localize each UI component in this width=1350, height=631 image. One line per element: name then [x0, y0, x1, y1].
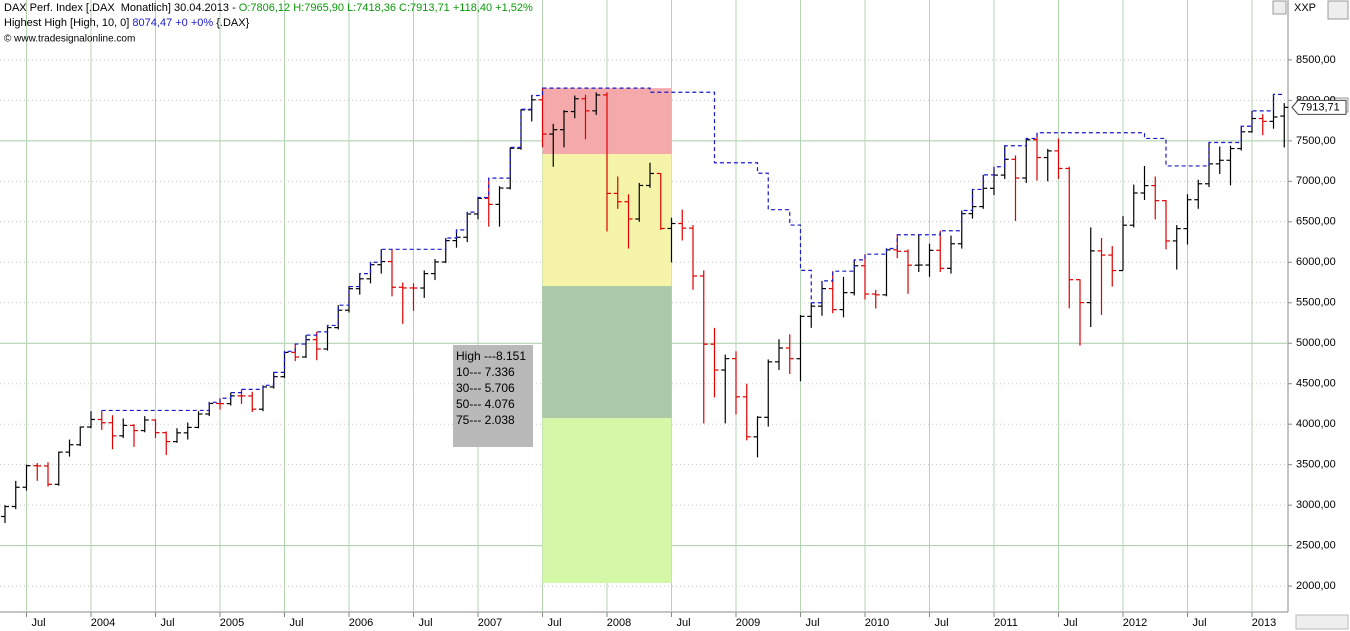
header-line: DAX Perf. Index [.DAX Monatlich] 30.04.2…	[4, 2, 533, 14]
x-tick-label: Jul	[289, 617, 303, 629]
retracement-zone	[542, 286, 672, 419]
indicator-name: Highest High [High, 10, 0]	[4, 17, 129, 29]
y-tick-label: 2500,00	[1296, 540, 1336, 552]
y-tick-label: 8500,00	[1296, 54, 1336, 66]
x-tick-label: Jul	[1063, 617, 1077, 629]
y-tick-label: 2000,00	[1296, 580, 1336, 592]
retracement-zone	[542, 418, 672, 584]
x-tick-label: 2004	[91, 617, 115, 629]
source: © www.tradesignalonline.com	[4, 34, 135, 45]
x-tick-label: 2011	[994, 617, 1018, 629]
x-tick-label: Jul	[1192, 617, 1206, 629]
y-tick-label: 5000,00	[1296, 337, 1336, 349]
y-tick-label: 7500,00	[1296, 135, 1336, 147]
x-tick-label: 2007	[478, 617, 502, 629]
x-tick-label: Jul	[31, 617, 45, 629]
y-tick-label: 5500,00	[1296, 297, 1336, 309]
zone-label: 50--- 4.076	[456, 397, 515, 411]
y-tick-label: 6500,00	[1296, 216, 1336, 228]
y-tick-label: 4000,00	[1296, 418, 1336, 430]
x-tick-label: Jul	[805, 617, 819, 629]
zone-label-box	[453, 345, 533, 447]
x-tick-label: 2013	[1252, 617, 1276, 629]
zone-label: 30--- 5.706	[456, 381, 515, 395]
x-tick-label: Jul	[160, 617, 174, 629]
symbol-box: XXP	[1294, 2, 1316, 14]
y-tick-label: 3500,00	[1296, 459, 1336, 471]
x-tick-label: Jul	[934, 617, 948, 629]
last-price-label: 7913,71	[1300, 101, 1340, 113]
y-tick-label: 7000,00	[1296, 175, 1336, 187]
scroll-buttons[interactable]	[1295, 614, 1349, 630]
title: DAX Perf. Index [.DAX Monatlich] 30.04.2…	[4, 2, 236, 14]
x-tick-label: Jul	[418, 617, 432, 629]
x-tick-label: Jul	[547, 617, 561, 629]
x-tick-label: Jul	[676, 617, 690, 629]
indicator-line	[101, 87, 1285, 412]
x-tick-label: 2008	[607, 617, 631, 629]
x-tick-label: 2005	[220, 617, 244, 629]
window-button[interactable]	[1272, 0, 1287, 15]
indicator-quote: 8074,47 +0 +0%	[132, 17, 213, 29]
indicator-symbol: {.DAX}	[216, 17, 249, 29]
y-tick-label: 6000,00	[1296, 256, 1336, 268]
x-tick-label: 2012	[1123, 617, 1147, 629]
y-tick-label: 4500,00	[1296, 378, 1336, 390]
zone-label: 10--- 7.336	[456, 365, 515, 379]
x-tick-label: 2009	[736, 617, 760, 629]
quote: O:7806,12 H:7965,90 L:7418,36 C:7913,71 …	[239, 2, 533, 14]
x-tick-label: 2010	[865, 617, 889, 629]
last-price-marker	[1291, 99, 1347, 115]
zone-label: High ---8.151	[456, 349, 526, 363]
x-tick-label: 2006	[349, 617, 373, 629]
zone-label: 75--- 2.038	[456, 413, 515, 427]
window-button[interactable]	[1327, 0, 1349, 20]
header-line: Highest High [High, 10, 0] 8074,47 +0 +0…	[4, 17, 250, 29]
y-tick-label: 3000,00	[1296, 499, 1336, 511]
